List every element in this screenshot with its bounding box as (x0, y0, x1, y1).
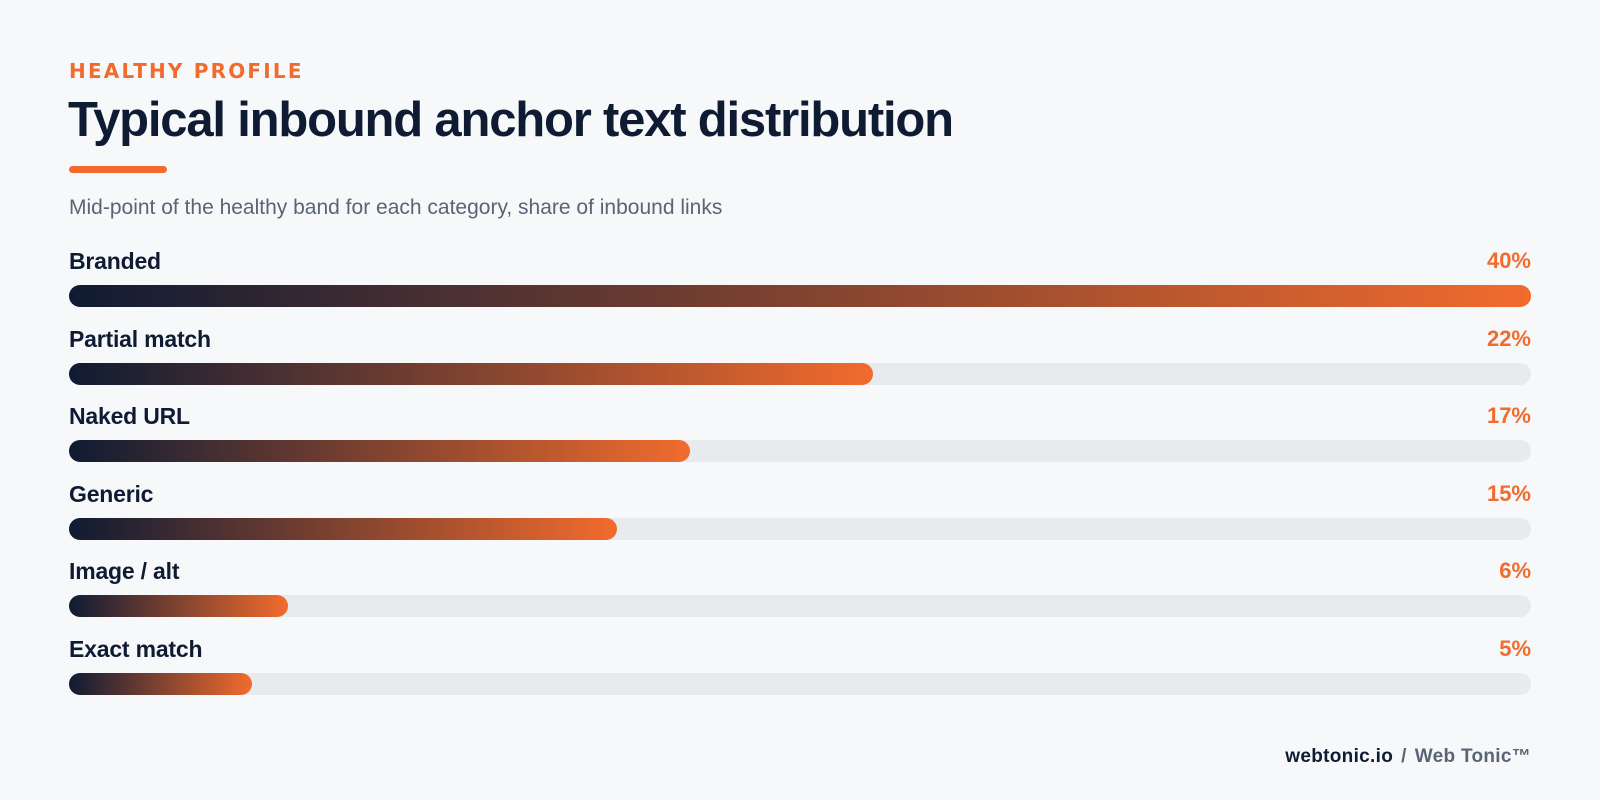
bar-row: Generic 15% (69, 479, 1531, 557)
title-underline (69, 166, 167, 173)
chart-subtitle: Mid-point of the healthy band for each c… (69, 196, 723, 219)
bar-track (69, 285, 1531, 307)
bar-row: Partial match 22% (69, 324, 1531, 402)
chart-title: Typical inbound anchor text distribution (68, 93, 954, 147)
bar-label: Exact match (69, 635, 203, 662)
bar-row: Image / alt 6% (69, 556, 1531, 634)
bar (69, 517, 617, 540)
footer-credit: webtonic.io / Web Tonic™ (1285, 746, 1531, 768)
bar (69, 672, 252, 695)
bar-value-label: 22% (1486, 325, 1531, 351)
bar-row: Branded 40% (69, 246, 1531, 324)
bar-label: Generic (69, 480, 154, 507)
bar-label: Partial match (69, 325, 211, 352)
bar-chart: Branded 40% Partial match 22% Naked URL 17% Ge… (69, 246, 1531, 711)
bar-value-label: 15% (1486, 480, 1531, 506)
bar-label: Image / alt (69, 558, 180, 584)
bar-label: Naked URL (69, 403, 190, 429)
footer-brand: Web Tonic™ (1414, 746, 1531, 767)
bar-row: Exact match 5% (69, 634, 1531, 712)
bar-value-label: 5% (1499, 635, 1531, 661)
bar (69, 285, 1531, 307)
bar-track (69, 517, 1531, 540)
footer-separator: / (1401, 746, 1407, 767)
bar-track (69, 440, 1531, 462)
eyebrow-label: HEALTHY PROFILE (69, 59, 304, 83)
bar-value-label: 17% (1486, 403, 1531, 428)
bar-value-label: 6% (1499, 558, 1531, 583)
bar-value-label: 40% (1486, 248, 1531, 273)
bar-track (69, 595, 1531, 617)
bar-track (69, 362, 1531, 385)
bar-row: Naked URL 17% (69, 401, 1531, 479)
bar (69, 440, 690, 462)
bar (69, 362, 873, 385)
footer-site: webtonic.io (1285, 746, 1394, 767)
bar-label: Branded (69, 248, 161, 274)
bar (69, 595, 288, 617)
bar-track (69, 672, 1531, 695)
